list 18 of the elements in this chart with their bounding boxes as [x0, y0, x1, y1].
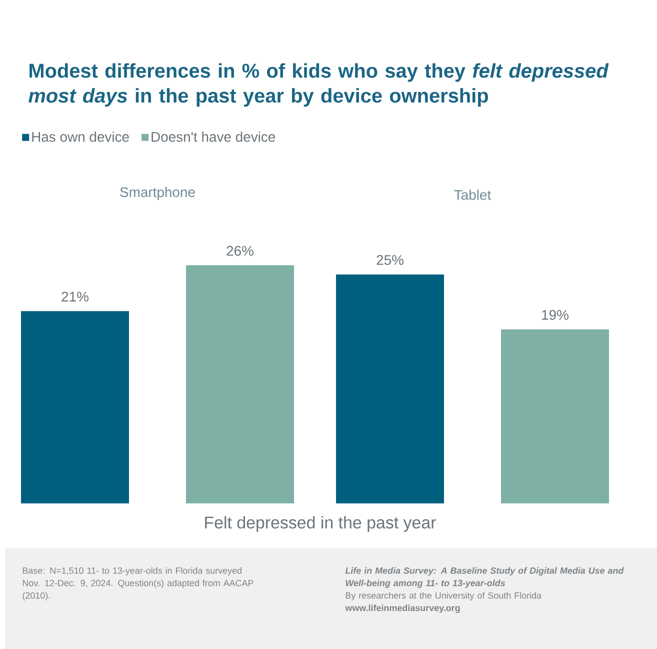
bar [21, 311, 130, 504]
bar [186, 265, 294, 504]
legend-label: Has own device [32, 132, 129, 142]
data-label: 19% [542, 310, 568, 320]
x-tick-label: Smartphone [120, 186, 195, 200]
text: Base: N=1,510 11- to 13-year-olds in Florida surveyed Nov. 12-Dec. 9, 2024. Question(s) adapted from AACAP (2010). [22, 567, 254, 600]
legend-label: Doesn't have device [152, 132, 276, 142]
text: By researchers at the University of South Florida [346, 592, 542, 600]
bar [336, 274, 444, 504]
bar [501, 329, 610, 504]
text: www.lifeinmediasurvey.org [345, 604, 460, 613]
text: Life in Media Survey: A Baseline Study of Digital Media Use and Well-being among 11- to 13-year-olds [345, 567, 624, 588]
data-label: 21% [62, 292, 88, 302]
data-label: 25% [376, 255, 404, 265]
x-tick-label: Tablet [454, 190, 492, 200]
data-label: 26% [226, 246, 254, 256]
chart-title: Modest differences in % of kids who say they felt depressed most days in the past year by device ownership [28, 63, 609, 107]
x-axis-title: Felt depressed in the past year [205, 516, 436, 532]
